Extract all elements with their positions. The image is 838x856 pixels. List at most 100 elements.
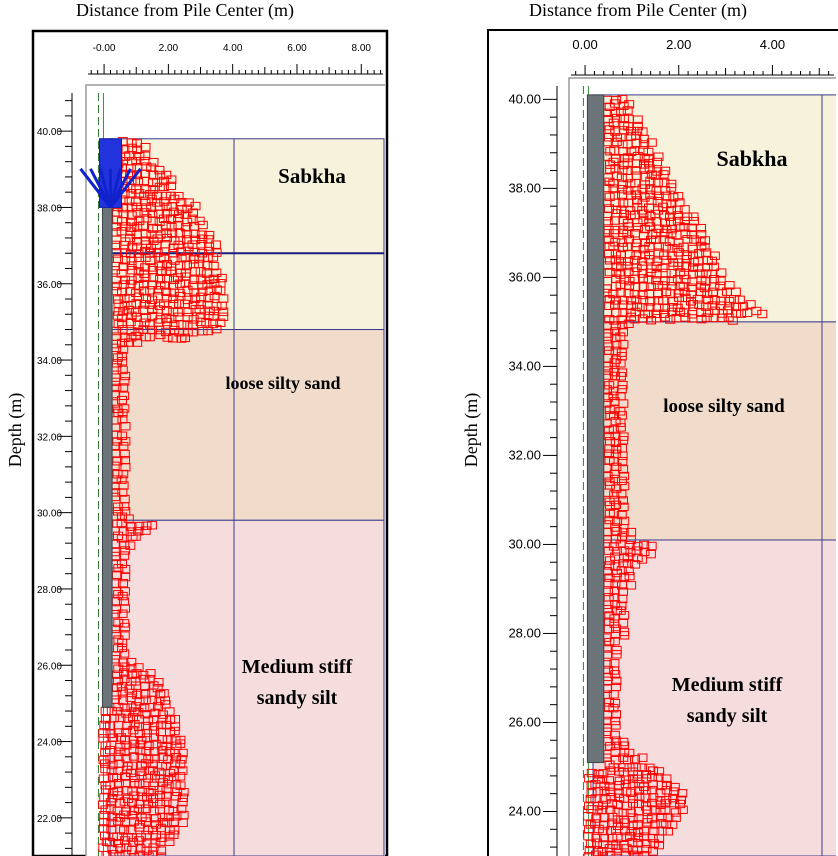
chart-2-plastic-point — [630, 560, 641, 569]
chart-1-plastic-point — [128, 817, 139, 826]
chart-1-plastic-point — [203, 311, 214, 321]
chart-2-plastic-point — [611, 340, 622, 350]
chart-1-plastic-point — [169, 726, 180, 736]
chart-2-plastic-point — [654, 840, 665, 850]
chart-1-plastic-point — [196, 275, 207, 285]
chart-1-plastic-point — [175, 760, 186, 769]
chart-1-plastic-point — [211, 268, 222, 277]
chart-2-plastic-point — [610, 438, 621, 448]
chart-2-plastic-point — [617, 496, 628, 505]
chart-1-plastic-point — [218, 307, 229, 316]
chart-1-plastic-point — [176, 205, 187, 214]
chart-2-plastic-point — [661, 191, 672, 201]
chart-2-plastic-point — [652, 157, 663, 167]
chart-1-plastic-point — [148, 185, 159, 194]
chart-1-plastic-point — [107, 845, 118, 854]
chart-2-plastic-point — [610, 630, 621, 639]
chart-2-plastic-point — [699, 243, 710, 252]
chart-1-plastic-point — [116, 395, 127, 405]
chart-1-plastic-point — [195, 313, 206, 322]
chart-2-plastic-point — [619, 611, 630, 620]
chart-1-plastic-point — [143, 773, 154, 783]
chart-2-plastic-point — [706, 269, 717, 278]
chart-2-plastic-point — [678, 282, 689, 292]
chart-1-plastic-point — [163, 780, 174, 789]
chart-2-plastic-point — [696, 308, 707, 317]
chart-2-plastic-point — [675, 799, 686, 809]
chart-1-plastic-point — [134, 799, 145, 809]
chart-1-plastic-point — [175, 236, 186, 245]
chart-1-plastic-point — [157, 710, 168, 719]
chart-1-plastic-point — [134, 151, 145, 161]
chart-1-load-arrow-head — [89, 168, 112, 209]
chart-1-plastic-point — [147, 850, 158, 856]
chart-2-plastic-point — [621, 844, 632, 853]
chart-2-plastic-point — [661, 786, 672, 795]
chart-2-layer-label: Sabkha — [717, 146, 788, 171]
chart-1-layer-label: Medium stiff sandy silt — [242, 656, 353, 709]
chart-2-plastic-point — [652, 178, 663, 187]
chart-1-plastic-point — [148, 273, 159, 282]
chart-1-plastic-point — [119, 275, 130, 284]
chart-1-plastic-point — [143, 741, 154, 751]
chart-1-plastic-point — [119, 772, 130, 781]
chart-1-plastic-point — [120, 422, 131, 431]
chart-2-plastic-point — [648, 839, 659, 848]
chart-2-plastic-point — [638, 146, 649, 155]
chart-2-y-tick-label: 40.00 — [508, 91, 541, 106]
chart-1-plastic-point — [177, 766, 188, 775]
chart-2-plastic-point — [633, 786, 644, 795]
chart-1-plastic-point — [150, 708, 161, 718]
chart-2-plastic-point — [610, 716, 621, 726]
chart-2-plastic-point — [688, 212, 699, 221]
chart-1-plastic-point — [113, 816, 124, 826]
chart-1-plastic-point — [139, 674, 150, 684]
chart-1-plastic-point — [132, 320, 143, 330]
chart-2-plastic-point — [639, 224, 650, 234]
chart-1-plastic-point — [126, 217, 137, 227]
chart-1-plastic-point — [125, 164, 136, 173]
chart-2-plastic-point — [679, 308, 690, 317]
chart-1-plastic-point — [195, 300, 206, 309]
chart-2-plastic-point — [642, 805, 653, 814]
chart-1-plastic-point — [106, 818, 117, 828]
chart-2-plastic-point — [757, 309, 768, 319]
chart-1-plastic-point — [161, 305, 172, 315]
chart-1-plastic-point — [126, 211, 137, 220]
chart-1-plastic-point — [203, 326, 214, 336]
chart-1-plastic-point — [120, 437, 131, 446]
chart-2-plastic-point — [629, 274, 640, 284]
chart-2-plastic-point — [626, 296, 637, 305]
chart-2-plastic-point — [616, 490, 627, 499]
chart-1-plastic-point — [112, 502, 123, 511]
chart-2-plastic-point — [637, 555, 648, 564]
chart-1-plastic-point — [117, 357, 128, 366]
chart-2-plastic-point — [724, 301, 735, 311]
chart-1-plastic-point — [203, 294, 214, 303]
chart-2-plastic-point — [611, 526, 622, 536]
chart-2-plastic-point — [599, 781, 610, 791]
chart-1-plastic-point — [120, 256, 131, 265]
chart-2-plastic-point — [626, 147, 637, 157]
chart-2-plastic-point — [619, 153, 630, 163]
chart-2-y-tick-label: 32.00 — [508, 447, 541, 462]
chart-2-plastic-point — [709, 282, 720, 291]
chart-1-plastic-point — [131, 299, 142, 308]
chart-1-plastic-point — [148, 785, 159, 795]
chart-1-plastic-point — [194, 254, 205, 263]
chart-1-plastic-point — [112, 437, 123, 446]
chart-2-plastic-point — [615, 418, 626, 428]
chart-2-plastic-point — [610, 346, 621, 356]
chart-2-plastic-point — [694, 269, 705, 278]
chart-1-plastic-point — [106, 766, 117, 775]
chart-2-plastic-point — [628, 850, 639, 856]
chart-1-plastic-point — [189, 288, 200, 297]
chart-1-plastic-point — [153, 678, 164, 687]
chart-1-plastic-point — [135, 844, 146, 853]
chart-1-plastic-point — [117, 365, 128, 375]
chart-2-plastic-point — [619, 481, 630, 491]
chart-2-plastic-point — [604, 294, 615, 304]
chart-1-plastic-point — [177, 818, 188, 828]
chart-1-plastic-point — [140, 294, 151, 303]
